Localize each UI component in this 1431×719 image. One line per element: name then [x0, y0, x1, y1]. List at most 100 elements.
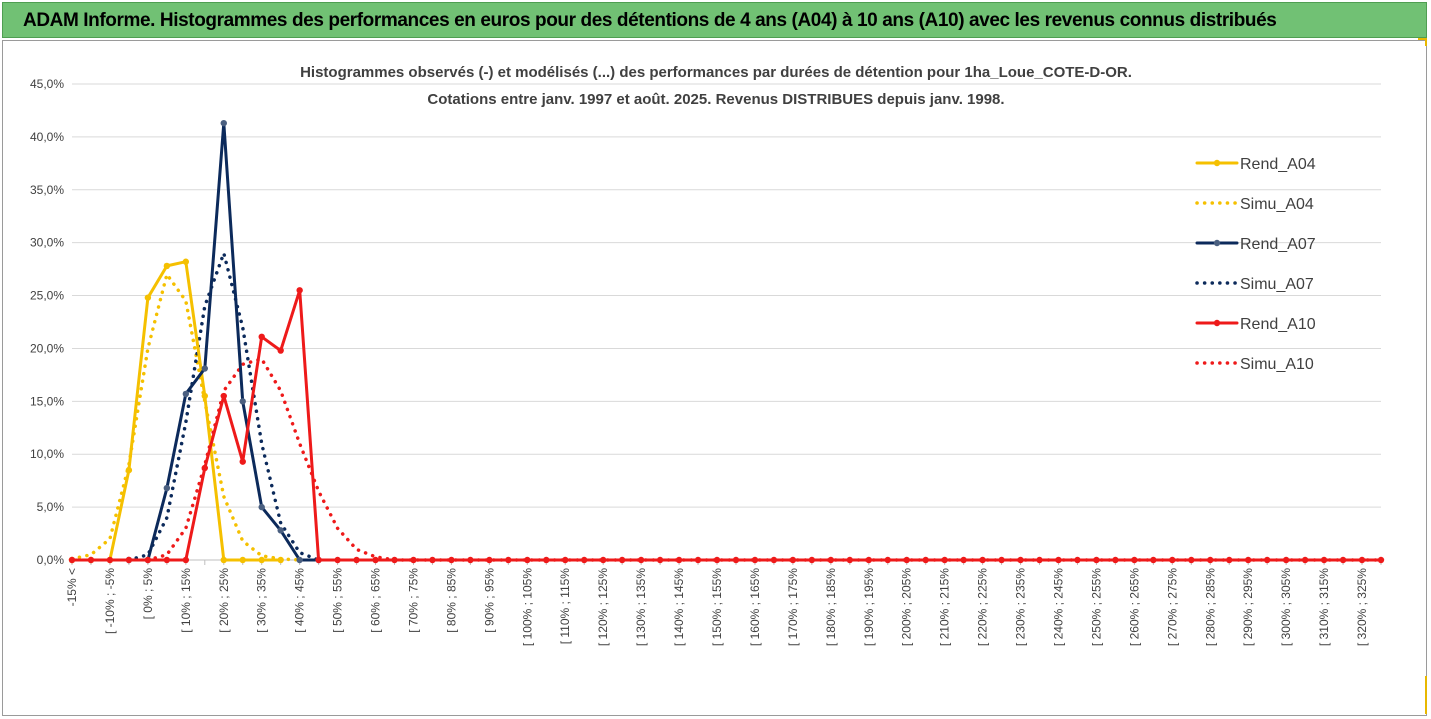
data-point-Rend_A10: [751, 556, 759, 564]
y-axis: 0,0% 5,0% 10,0% 15,0% 20,0% 25,0% 30,0% 35,0% 40…: [30, 77, 64, 567]
data-point-Rend_A10: [448, 556, 455, 564]
data-point-Rend_A10: [581, 556, 588, 564]
data-point-Rend_A07: [201, 365, 208, 372]
x-tick-label: [ 230% ; 235%: [1014, 568, 1028, 646]
y-tick-label: 10,0%: [30, 447, 64, 461]
data-point-Rend_A04: [220, 556, 227, 564]
data-point-Rend_A10: [296, 287, 303, 294]
legend-entry-Simu_A07: Simu_A07: [1195, 276, 1314, 293]
legend-label: Rend_A04: [1240, 156, 1316, 173]
data-point-Rend_A10: [1207, 556, 1214, 564]
data-point-Rend_A10: [789, 556, 797, 564]
data-point-Rend_A07: [182, 390, 190, 398]
legend-entry-Simu_A10: Simu_A10: [1195, 356, 1314, 373]
series-line-Simu_A07: [127, 251, 321, 562]
chart-frame: [2, 40, 1427, 716]
data-point-Rend_A10: [524, 556, 531, 564]
x-tick-label: [ 0% ; 5%: [141, 568, 155, 620]
data-point-Rend_A10: [1358, 556, 1366, 564]
legend-label: Simu_A04: [1240, 196, 1314, 213]
data-point-Rend_A10: [562, 556, 569, 564]
data-point-Rend_A07: [258, 503, 265, 511]
y-tick-label: 45,0%: [30, 77, 64, 91]
data-point-Rend_A10: [106, 556, 114, 564]
series-line-Simu_A04: [70, 272, 302, 562]
data-point-Rend_A10: [1093, 556, 1100, 564]
data-point-Rend_A10: [713, 556, 721, 564]
data-point-Rend_A04: [163, 262, 171, 270]
data-point-Rend_A10: [770, 556, 778, 564]
data-point-Rend_A10: [1301, 556, 1309, 564]
x-tick-label: [ 170% ; 175%: [786, 568, 800, 646]
y-tick-label: 5,0%: [37, 500, 65, 514]
data-point-Rend_A10: [1112, 556, 1119, 564]
data-point-Rend_A10: [960, 556, 967, 564]
x-tick-label: [ 30% ; 35%: [255, 568, 269, 633]
data-point-Rend_A10: [922, 556, 929, 564]
x-tick-label: [ 160% ; 165%: [748, 568, 762, 646]
y-tick-label: 15,0%: [30, 394, 64, 408]
x-tick-label: [ 90% ; 95%: [482, 568, 496, 633]
frame-corner-mark: [1425, 38, 1427, 46]
data-point-Rend_A10: [1150, 556, 1157, 564]
data-point-Rend_A04: [125, 466, 133, 474]
data-point-Rend_A10: [884, 556, 891, 564]
frame-corner-mark: [1418, 38, 1427, 40]
report-title: ADAM Informe. Histogrammes des performan…: [23, 10, 1277, 31]
data-point-Rend_A10: [599, 556, 607, 564]
data-point-Rend_A10: [1226, 556, 1233, 564]
y-tick-label: 30,0%: [30, 236, 64, 250]
data-point-Rend_A10: [258, 333, 265, 341]
data-point-Rend_A10: [315, 556, 322, 564]
x-tick-label: [ 220% ; 225%: [976, 568, 990, 646]
series-Rend_A10: [68, 287, 1385, 564]
data-point-Rend_A10: [1188, 556, 1195, 564]
legend-entry-Rend_A07: Rend_A07: [1195, 236, 1316, 253]
data-point-Rend_A10: [1017, 556, 1024, 564]
data-point-Rend_A10: [182, 556, 190, 564]
legend-marker: [1213, 159, 1221, 167]
data-point-Rend_A10: [201, 464, 208, 472]
x-tick-label: [ 280% ; 285%: [1203, 568, 1217, 646]
legend-label: Rend_A10: [1240, 316, 1316, 333]
series-Simu_A10: [146, 357, 1383, 562]
x-tick-label: [ 110% ; 115%: [558, 568, 572, 645]
data-point-Rend_A10: [1339, 556, 1347, 564]
data-point-Rend_A10: [1245, 556, 1252, 564]
series-line-Rend_A07: [127, 121, 321, 562]
x-axis: -15% < [ -10% ; -5% [ 0% ; 5% [ 10% ; 15% [ …: [65, 560, 1382, 646]
data-point-Rend_A04: [201, 392, 208, 400]
data-point-Rend_A07: [239, 398, 246, 405]
legend-label: Simu_A10: [1240, 356, 1314, 373]
data-point-Rend_A10: [1282, 556, 1290, 564]
x-tick-label: -15% <: [65, 568, 79, 606]
legend: Rend_A04 Simu_A04 Rend_A07 Simu_A07 Rend_A10…: [1195, 156, 1316, 373]
x-tick-label: [ 270% ; 275%: [1165, 568, 1179, 646]
x-tick-label: [ 190% ; 195%: [862, 568, 876, 646]
x-tick-label: [ 310% ; 315%: [1317, 568, 1331, 646]
series-layer: [68, 119, 1385, 564]
data-point-Rend_A10: [903, 556, 910, 564]
chart-title: Histogrammes observés (-) et modélisés (…: [300, 64, 1132, 81]
data-point-Rend_A07: [163, 484, 171, 492]
data-point-Rend_A10: [1263, 556, 1271, 564]
data-point-Rend_A10: [637, 556, 645, 564]
data-point-Rend_A07: [277, 527, 284, 534]
data-point-Rend_A10: [277, 347, 284, 354]
y-tick-label: 40,0%: [30, 130, 64, 144]
x-tick-label: [ 180% ; 185%: [824, 568, 838, 646]
x-tick-label: [ 60% ; 65%: [369, 568, 383, 633]
x-tick-label: [ 200% ; 205%: [900, 568, 914, 646]
x-tick-label: [ 300% ; 305%: [1279, 568, 1293, 646]
data-point-Rend_A10: [1036, 556, 1043, 564]
data-point-Rend_A10: [87, 556, 95, 564]
x-tick-label: [ 290% ; 295%: [1241, 568, 1255, 646]
legend-entry-Rend_A04: Rend_A04: [1195, 156, 1316, 173]
legend-entry-Simu_A04: Simu_A04: [1195, 196, 1314, 213]
data-point-Rend_A10: [979, 556, 986, 564]
data-point-Rend_A10: [827, 556, 835, 564]
x-tick-label: [ 120% ; 125%: [596, 568, 610, 646]
y-tick-label: 25,0%: [30, 289, 64, 303]
data-point-Rend_A04: [239, 556, 246, 564]
